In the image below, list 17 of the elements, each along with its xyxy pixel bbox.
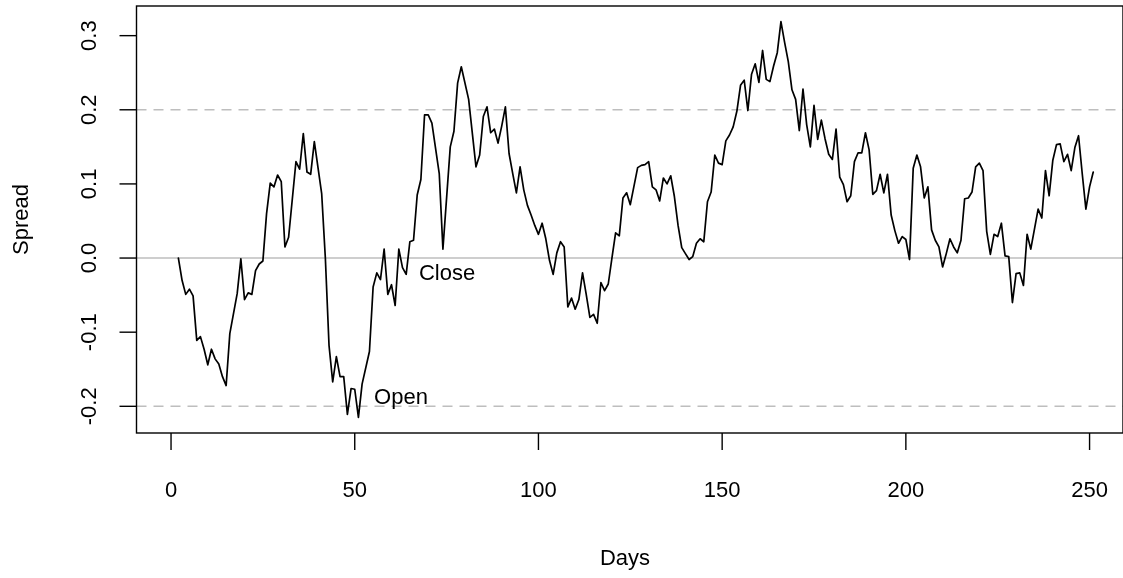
- y-tick-label: 0.2: [76, 94, 101, 126]
- x-tick-label: 200: [887, 476, 925, 502]
- y-tick-label: -0.2: [76, 387, 101, 426]
- x-axis-title: Days: [599, 544, 651, 570]
- x-tick-label: 50: [342, 476, 367, 502]
- y-tick-label: 0.1: [76, 168, 101, 200]
- line-series: [177, 20, 1095, 419]
- y-tick-label: -0.1: [76, 313, 101, 352]
- y-axis-title: Spread: [7, 184, 33, 255]
- x-tick-label: 250: [1071, 476, 1108, 502]
- x-tick-label: 150: [703, 476, 741, 502]
- y-tick-label: 0.0: [76, 242, 101, 274]
- annotation: Close: [418, 259, 476, 285]
- x-tick-label: 0: [164, 476, 178, 502]
- y-tick-label: 0.3: [76, 20, 101, 51]
- x-tick-label: 100: [520, 476, 557, 502]
- annotation: Open: [374, 383, 428, 409]
